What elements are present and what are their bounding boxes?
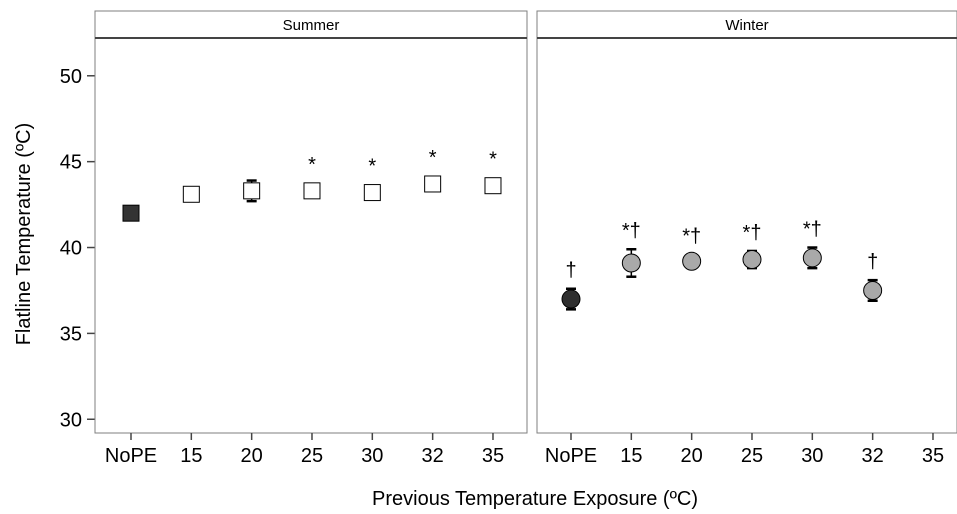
x-tick-label: 15	[620, 445, 642, 467]
data-point	[621, 253, 641, 273]
x-tick-label: 20	[241, 445, 263, 467]
data-point	[561, 289, 581, 309]
y-tick-label: 45	[60, 152, 82, 174]
significance-label: *	[368, 156, 376, 178]
x-tick-label: 15	[180, 445, 202, 467]
data-point	[303, 182, 321, 200]
data-point	[484, 177, 502, 195]
data-point	[182, 185, 200, 203]
x-tick-label: 20	[681, 445, 703, 467]
data-point	[742, 250, 762, 270]
x-tick-label: NoPE	[545, 445, 597, 467]
panel-frame	[94, 37, 528, 434]
data-point	[863, 280, 883, 300]
significance-label: *†	[682, 225, 701, 247]
significance-label: *	[429, 147, 437, 169]
x-tick-label: 32	[862, 445, 884, 467]
data-point	[243, 182, 261, 200]
significance-label: *†	[743, 222, 762, 244]
data-point	[424, 175, 442, 193]
significance-label: *	[489, 149, 497, 171]
x-tick-label: 30	[361, 445, 383, 467]
y-tick-label: 35	[60, 323, 82, 345]
panel-title: Summer	[283, 17, 340, 34]
x-tick-label: NoPE	[105, 445, 157, 467]
significance-label: *	[308, 154, 316, 176]
y-tick-label: 40	[60, 238, 82, 260]
x-tick-label: 30	[801, 445, 823, 467]
y-tick-label: 30	[60, 409, 82, 431]
data-point	[802, 248, 822, 268]
x-tick-label: 35	[482, 445, 504, 467]
x-axis-title: Previous Temperature Exposure (ºC)	[372, 488, 698, 510]
significance-label: †	[565, 260, 576, 282]
x-tick-label: 25	[741, 445, 763, 467]
y-tick-label: 50	[60, 66, 82, 88]
panel-title: Winter	[725, 17, 768, 34]
plot-layer: 30 35 40 45 50 Summer NoPE 15 20 25 30 32 35 * * * * Wint…	[60, 10, 957, 467]
significance-label: †	[867, 251, 878, 273]
y-axis-title: Flatline Temperature (ºC)	[13, 123, 35, 346]
significance-label: *†	[622, 220, 641, 242]
x-tick-label: 32	[422, 445, 444, 467]
x-tick-label: 25	[301, 445, 323, 467]
panel-strip	[94, 10, 528, 39]
data-point	[122, 204, 140, 222]
x-tick-label: 35	[922, 445, 944, 467]
data-point	[363, 184, 381, 202]
significance-label: *†	[803, 219, 822, 241]
data-point	[682, 251, 702, 271]
